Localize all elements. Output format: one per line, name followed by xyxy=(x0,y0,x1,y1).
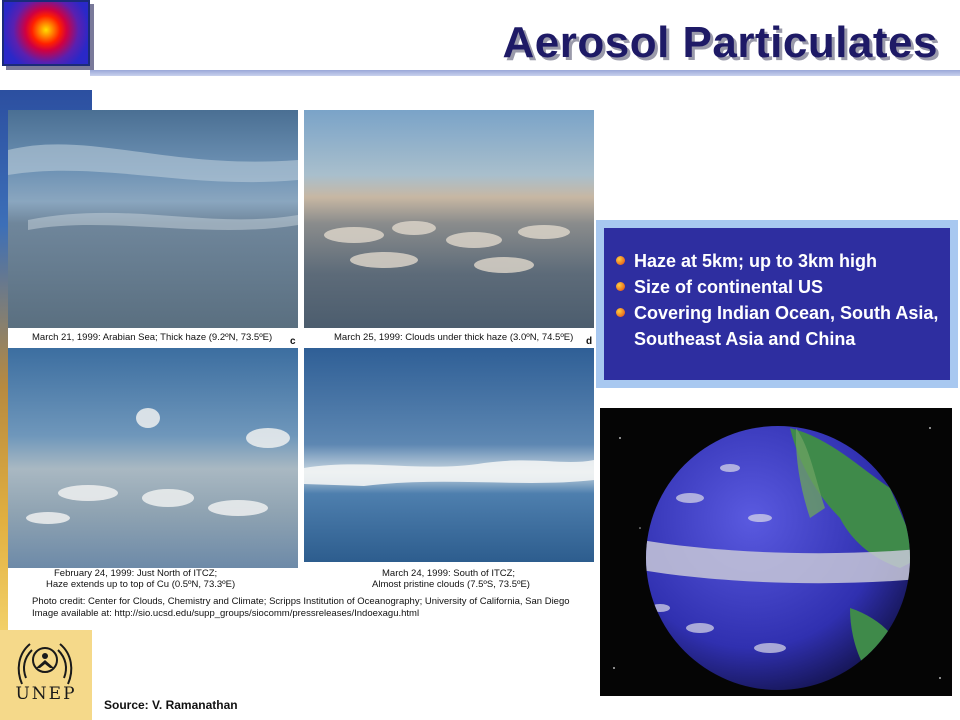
bullet-dot-icon xyxy=(616,256,625,265)
bullet-item: Covering Indian Ocean, South Asia, South… xyxy=(614,300,942,352)
photo-panel: March 21, 1999: Arabian Sea; Thick haze … xyxy=(8,110,594,630)
unep-label: UNEP xyxy=(15,684,77,704)
photo-north-itcz xyxy=(8,348,298,568)
bullet-list: Haze at 5km; up to 3km high Size of cont… xyxy=(614,248,942,352)
sun-icon xyxy=(4,2,88,64)
source-credit: Source: V. Ramanathan xyxy=(104,698,238,712)
slide-title: Aerosol Particulates xyxy=(502,18,938,67)
bullet-box: Haze at 5km; up to 3km high Size of cont… xyxy=(596,220,958,388)
bullet-dot-icon xyxy=(616,282,625,291)
credit-line-1: Photo credit: Center for Clouds, Chemist… xyxy=(32,596,570,607)
photo-south-itcz xyxy=(304,348,594,562)
bullet-box-inner: Haze at 5km; up to 3km high Size of cont… xyxy=(604,228,950,380)
caption-photo-3-line2: Haze extends up to top of Cu (0.5ºN, 73.… xyxy=(46,579,236,590)
photo-arabian-sea-haze xyxy=(8,110,298,328)
caption-photo-2: March 25, 1999: Clouds under thick haze … xyxy=(334,332,574,343)
caption-photo-4-line2: Almost pristine clouds (7.5ºS, 73.5ºE) xyxy=(372,579,530,590)
sun-logo xyxy=(2,0,90,66)
caption-photo-1: March 21, 1999: Arabian Sea; Thick haze … xyxy=(32,332,273,343)
bullet-item: Haze at 5km; up to 3km high xyxy=(614,248,942,274)
photo-letter-c: c xyxy=(290,336,296,347)
earth-globe-icon xyxy=(613,426,941,690)
title-rule xyxy=(90,70,960,76)
photo-clouds-under-haze xyxy=(304,110,594,328)
un-emblem-icon xyxy=(17,643,73,685)
bullet-dot-icon xyxy=(616,308,625,317)
earth-haze-image xyxy=(600,408,952,696)
caption-photo-3-line1: February 24, 1999: Just North of ITCZ; xyxy=(54,568,218,579)
bullet-item: Size of continental US xyxy=(614,274,942,300)
unep-logo-panel xyxy=(0,630,92,720)
caption-photo-4-line1: March 24, 1999: South of ITCZ; xyxy=(382,568,516,579)
photo-credit: Photo credit: Center for Clouds, Chemist… xyxy=(32,596,592,620)
credit-line-2: Image available at: http://sio.ucsd.edu/… xyxy=(32,608,420,619)
photo-letter-d: d xyxy=(586,336,593,347)
